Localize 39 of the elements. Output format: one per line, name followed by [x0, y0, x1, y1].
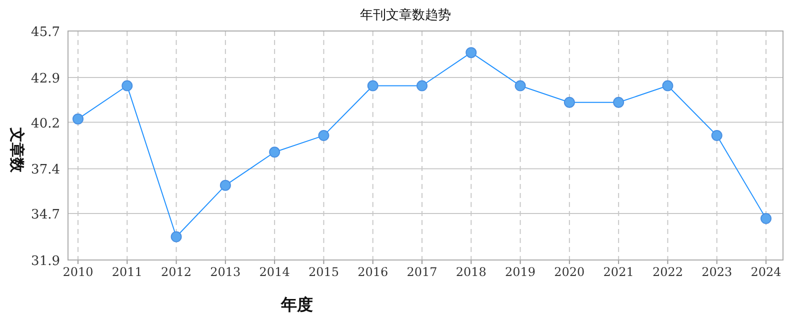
- y-tick-label: 37.4: [31, 162, 60, 178]
- y-tick-label: 31.9: [31, 254, 60, 269]
- x-tick-label: 2011: [112, 265, 142, 279]
- y-tick-label: 45.7: [31, 25, 60, 40]
- x-tick-label: 2022: [652, 265, 683, 279]
- x-tick-label: 2017: [406, 265, 438, 279]
- point: [72, 113, 84, 124]
- point: [122, 80, 133, 92]
- point: [466, 47, 477, 58]
- point: [564, 96, 575, 108]
- point: [416, 80, 428, 92]
- x-tick-label: 2023: [702, 265, 732, 279]
- x-tick-label: 2015: [308, 265, 339, 279]
- point: [514, 80, 526, 92]
- point: [662, 80, 674, 92]
- x-tick-label: 2018: [456, 265, 486, 279]
- point: [318, 130, 330, 142]
- point: [613, 96, 624, 108]
- y-tick-label: 40.2: [31, 116, 60, 132]
- y-tick-label: 34.7: [31, 208, 60, 223]
- x-tick-label: 2020: [554, 265, 585, 279]
- point: [367, 80, 378, 92]
- chart-title: 年刊文章数趋势: [360, 8, 451, 23]
- x-tick-label: 2021: [603, 265, 634, 279]
- point: [711, 130, 722, 142]
- x-tick-label: 2012: [161, 265, 192, 279]
- point: [170, 231, 182, 242]
- x-axis-title: 年度: [280, 295, 313, 314]
- x-tick-label: 2024: [750, 265, 782, 279]
- y-tick-label: 42.9: [31, 71, 60, 86]
- point: [269, 146, 280, 158]
- x-tick-label: 2014: [259, 265, 290, 279]
- point: [220, 180, 231, 191]
- y-axis-title: 文章数: [8, 126, 26, 174]
- x-tick-label: 2016: [358, 265, 388, 279]
- x-tick-label: 2010: [62, 265, 94, 279]
- x-tick-label: 2013: [210, 265, 241, 279]
- x-tick-label: 2019: [505, 265, 536, 279]
- point: [760, 213, 772, 224]
